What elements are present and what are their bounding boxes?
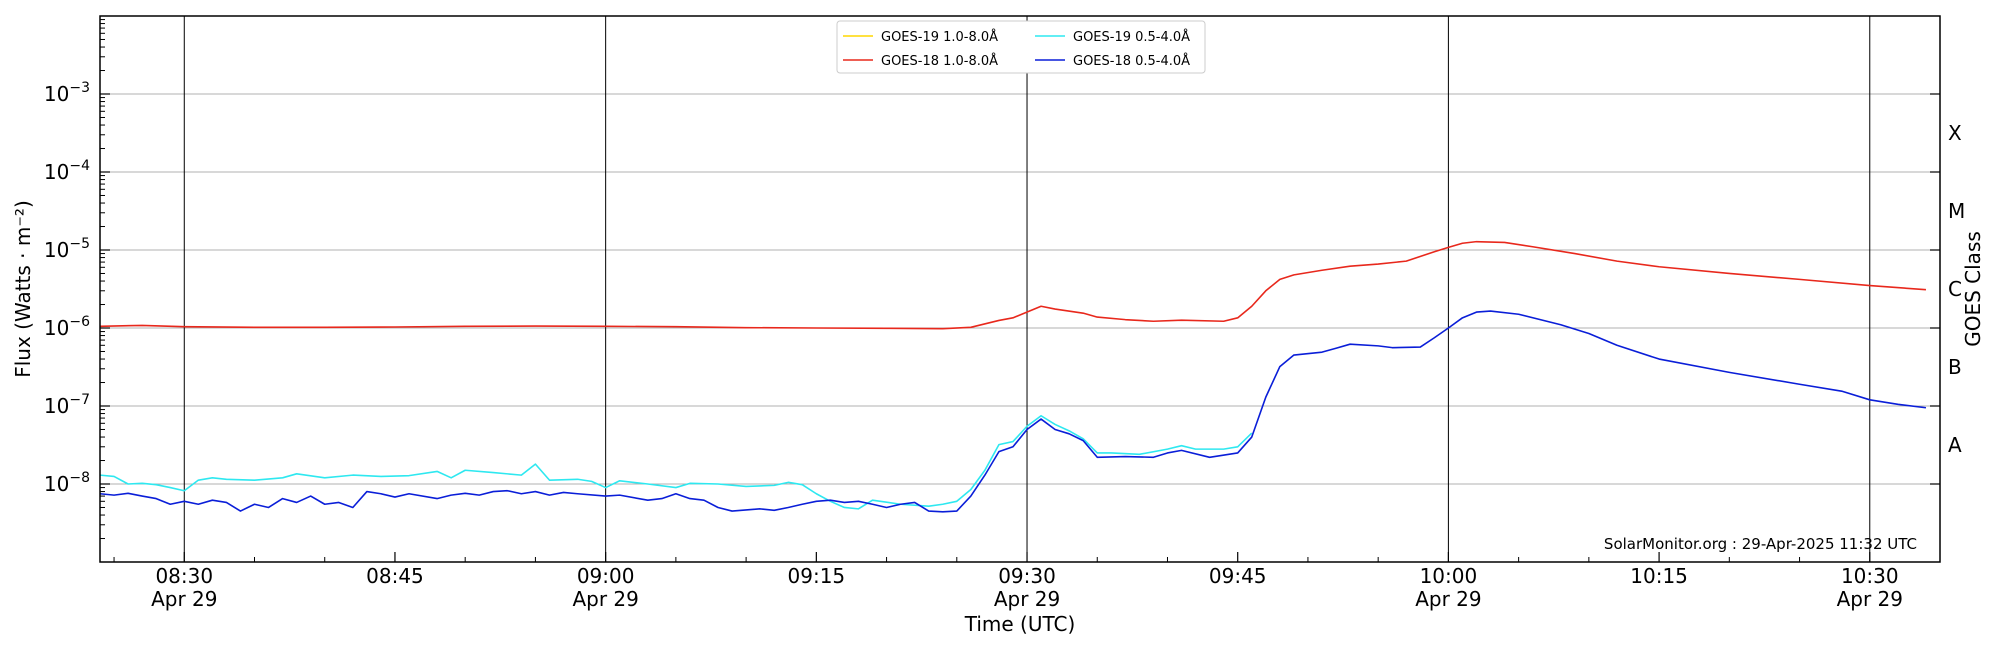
goes-class-label: A: [1948, 433, 1962, 457]
legend-label: GOES-19 0.5-4.0Å: [1073, 29, 1190, 45]
x-tick-date-label: Apr 29: [994, 587, 1060, 611]
legend: GOES-19 1.0-8.0Å GOES-18 1.0-8.0Å GOES-19 …: [836, 20, 1206, 74]
goes-class-label: C: [1948, 277, 1962, 301]
y-tick-label: 10−7: [44, 392, 90, 418]
x-tick-date-label: Apr 29: [572, 587, 638, 611]
x-tick-label: 08:45: [366, 564, 424, 588]
grid: [100, 16, 1940, 562]
right-axis-title: GOES Class: [1961, 231, 1985, 347]
goes-class-label: B: [1948, 355, 1962, 379]
x-tick-date-label: Apr 29: [151, 587, 217, 611]
axis-ticks: [100, 19, 1941, 562]
legend-label: GOES-18 0.5-4.0Å: [1073, 53, 1190, 69]
x-tick-label: 10:15: [1630, 564, 1688, 588]
x-tick-label: 10:30: [1841, 564, 1899, 588]
series-line-goes-19-0-5-4-0: [99, 414, 1253, 510]
plot-frame: [99, 15, 1941, 563]
x-axis-title: Time (UTC): [964, 612, 1076, 636]
legend-label: GOES-19 1.0-8.0Å: [881, 29, 998, 45]
x-tick-label: 09:15: [788, 564, 846, 588]
series-lines: [99, 240, 1927, 513]
goes-class-label: X: [1948, 121, 1962, 145]
x-tick-date-label: Apr 29: [1837, 587, 1903, 611]
x-tick-label: 09:00: [577, 564, 635, 588]
y-tick-label: 10−4: [44, 158, 90, 184]
y-tick-label: 10−5: [44, 236, 90, 262]
y-tick-label: 10−8: [44, 470, 90, 496]
x-tick-label: 08:30: [155, 564, 213, 588]
goes-class-label: M: [1948, 199, 1965, 223]
legend-box: [836, 20, 1206, 74]
series-line-goes-18-0-5-4-0: [99, 310, 1927, 513]
legend-label: GOES-18 1.0-8.0Å: [881, 53, 998, 69]
x-tick-label: 10:00: [1420, 564, 1478, 588]
series-line-goes-18-1-0-8-0: [99, 240, 1927, 330]
credit-text: SolarMonitor.org : 29-Apr-2025 11:32 UTC: [1604, 535, 1917, 553]
x-tick-date-label: Apr 29: [1415, 587, 1481, 611]
x-tick-label: 09:30: [998, 564, 1056, 588]
y-tick-label: 10−3: [44, 80, 90, 106]
y-axis-title: Flux (Watts · m⁻²): [11, 200, 35, 378]
x-tick-label: 09:45: [1209, 564, 1267, 588]
y-tick-label: 10−6: [44, 314, 90, 340]
